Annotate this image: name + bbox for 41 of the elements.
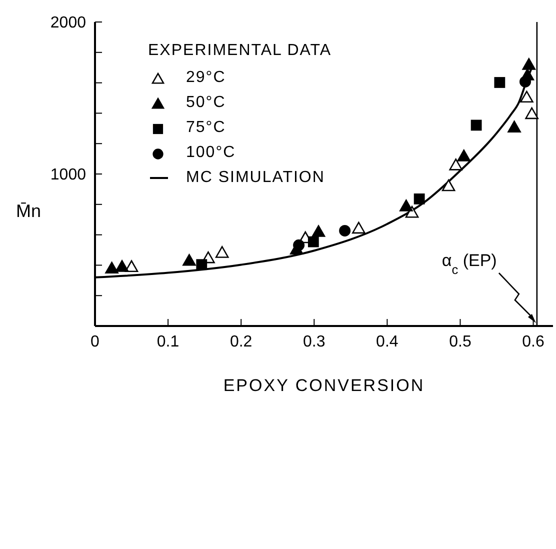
point: [124, 260, 138, 272]
x-tick-label: 0.3: [303, 333, 326, 350]
x-axis-title: EPOXY CONVERSION: [223, 376, 425, 395]
point: [519, 76, 531, 88]
point: [494, 77, 506, 88]
point: [520, 90, 534, 103]
point: [182, 254, 196, 266]
point: [196, 259, 208, 270]
x-tick-label: 0.5: [449, 333, 472, 350]
y-axis-title: M̄n: [16, 201, 42, 221]
x-tick-label: 0.1: [156, 333, 180, 350]
x-tick-label: 0.4: [376, 333, 398, 350]
x-tick-label: 0.2: [230, 333, 252, 350]
y-tick-label: 1000: [50, 166, 86, 184]
legend-title: EXPERIMENTAL DATA: [148, 41, 332, 61]
point: [339, 224, 351, 236]
x-tick-label: 0: [90, 333, 100, 350]
legend-label: 50°C: [186, 93, 226, 113]
point: [105, 262, 118, 274]
y-tick-label: 2000: [50, 14, 86, 32]
legend-label: MC SIMULATION: [186, 168, 325, 188]
point: [508, 120, 521, 132]
point: [215, 246, 229, 258]
point: [352, 222, 366, 234]
point: [522, 58, 536, 70]
point: [400, 200, 413, 212]
legend-label: 100°C: [186, 143, 236, 163]
point: [470, 120, 482, 131]
x-tick-label: 0.6: [522, 333, 544, 350]
point: [442, 179, 456, 192]
point: [312, 225, 326, 237]
point: [457, 150, 471, 162]
point: [525, 107, 538, 120]
point: [293, 239, 305, 251]
legend-label: 75°C: [186, 118, 226, 138]
point: [414, 193, 425, 204]
legend-label: 29°C: [186, 68, 226, 88]
point: [449, 158, 462, 170]
point: [308, 236, 319, 248]
ref-line-label: α$_{c}$ (EP): [442, 251, 497, 276]
point: [115, 260, 129, 272]
